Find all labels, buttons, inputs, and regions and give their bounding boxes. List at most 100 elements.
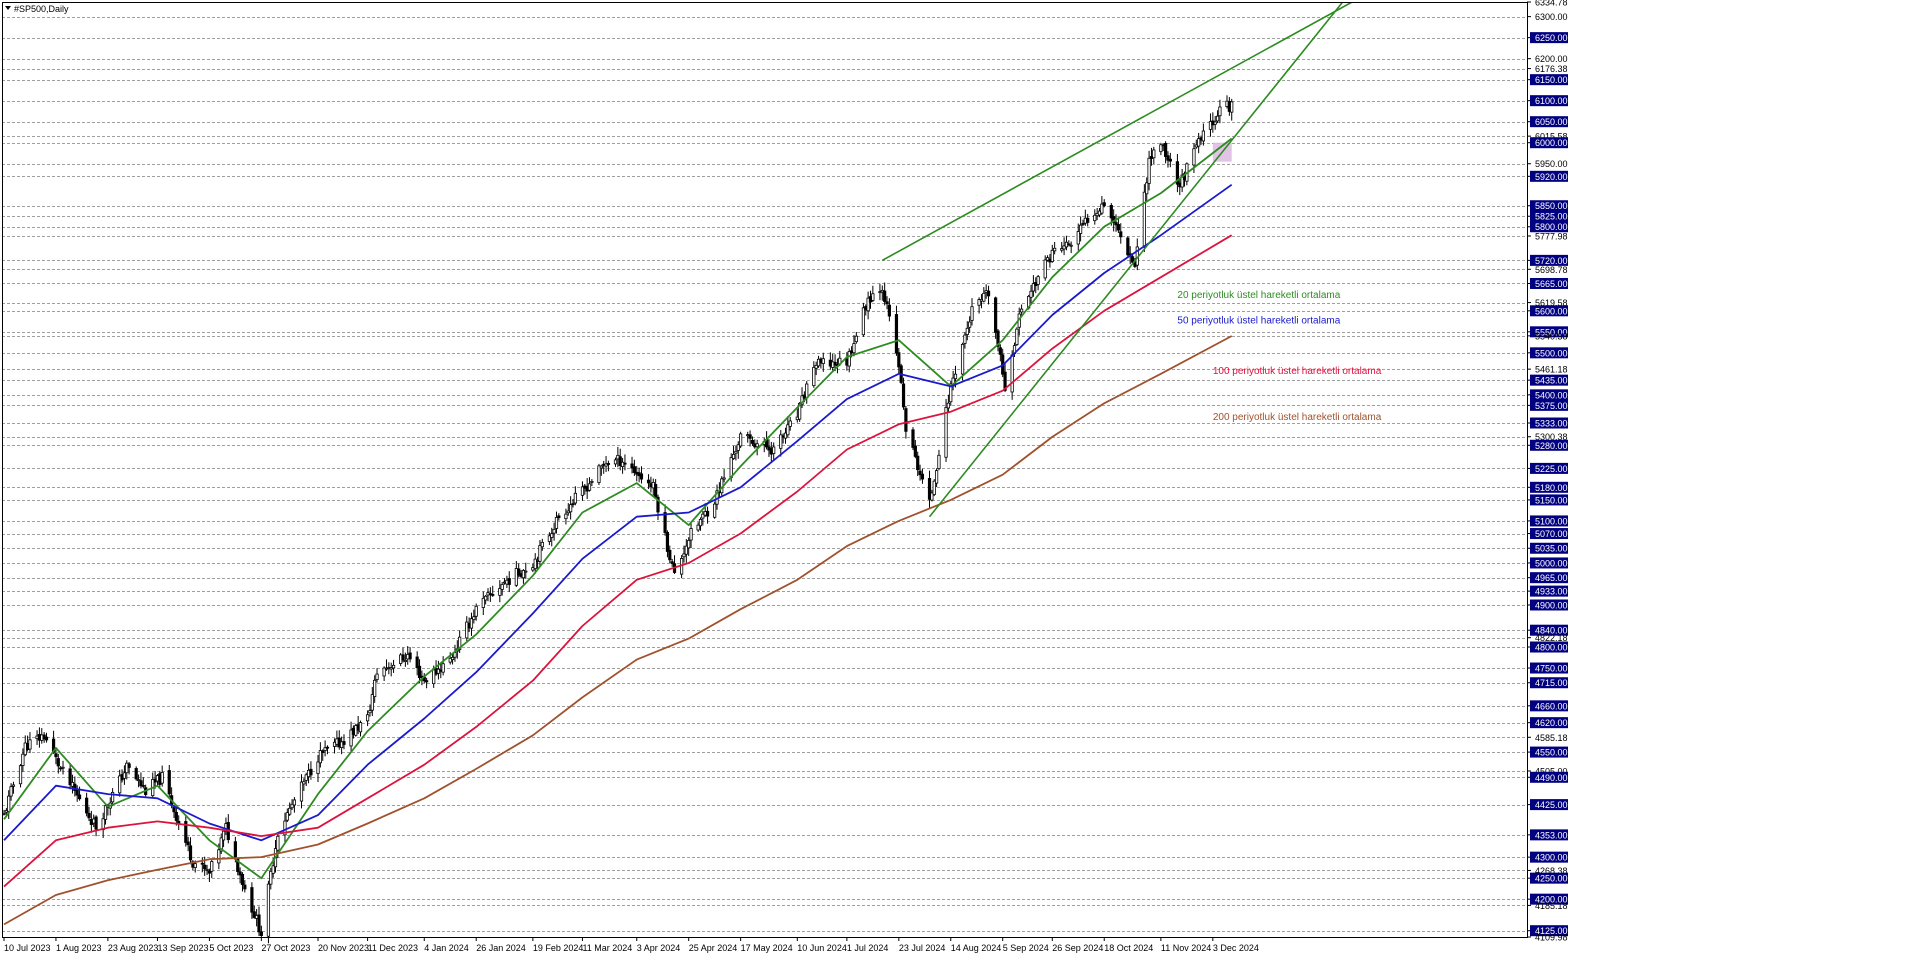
candle-bull [812,367,816,387]
y-tick-badge [1530,305,1568,317]
y-tick-badge [1530,746,1568,758]
candle-bear [257,914,261,933]
y-tick-label: 4200.00 [1535,895,1568,905]
candle-bull [597,465,601,483]
candle-bull [1215,115,1220,122]
moving-average-line-3 [3,234,1233,888]
y-tick-label: 5375.00 [1535,401,1568,411]
candle-bear [172,806,176,813]
candle-bull [861,307,866,336]
candle-bear [141,785,145,787]
candle-bull [1145,182,1149,195]
candle-bull [554,517,559,529]
y-tick-badge [1530,528,1568,540]
candle-bear [240,873,245,885]
candle-bull [739,433,743,447]
y-tick-badge [1530,116,1568,128]
candle-bear [1130,256,1135,263]
candle-bull [403,659,407,663]
candle-bull [1053,247,1057,252]
candle-bull [469,618,474,629]
candle-bull [847,351,851,367]
x-tick-label: 14 Aug 2024 [951,943,1002,953]
candle-bull [968,321,972,328]
candle-bull [977,299,981,306]
y-tick-label: 5698.78 [1535,265,1568,275]
candle-bull [736,444,740,451]
candle-bear [911,429,915,448]
candle-bull [458,636,462,650]
x-tick-label: 11 Mar 2024 [582,943,632,953]
candle-bull [944,407,948,458]
candle-bear [139,780,143,787]
candle-bear [927,478,932,500]
candle-bull [1031,283,1035,292]
ma-annotation-label: 200 periyotluk üstel hareketli ortalama [1213,412,1382,423]
candle-bull [136,779,141,782]
y-tick-label: 6200.00 [1535,54,1568,64]
candle-bear [670,561,674,564]
candle-bear [996,330,1000,347]
candle-bull [61,766,65,769]
candle-bull [564,513,568,520]
candle-bull [288,807,292,815]
candle-bull [1093,214,1097,222]
y-tick-badge [1530,585,1568,597]
y-tick-badge [1530,925,1568,937]
trendline-2[interactable] [928,2,1344,518]
candle-bear [408,652,412,660]
candle-bear [94,816,98,830]
candle-bear [401,654,405,661]
y-tick-badge [1530,210,1568,222]
candle-bear [1102,202,1106,207]
candle-bear [618,456,622,466]
candle-bull [1180,174,1184,188]
y-tick-label: 5777.98 [1535,232,1568,242]
trendline-1[interactable] [881,2,1353,262]
y-tick-badge [1530,389,1568,401]
y-tick-badge [1530,374,1568,386]
candle-bull [573,492,577,504]
y-tick-label: 4250.00 [1535,874,1568,884]
candle-bull [937,454,941,470]
y-tick-label: 5400.00 [1535,390,1568,400]
candle-bull [514,568,518,586]
y-tick-badge [1530,439,1568,451]
y-tick-label: 4933.00 [1535,587,1568,597]
candle-bear [200,862,204,865]
y-tick-label: 4490.00 [1535,773,1568,783]
candle-bull [970,306,974,321]
candle-bear [887,304,891,317]
candle-bull [960,343,965,375]
y-tick-label: 5720.00 [1535,256,1568,266]
y-tick-badge [1530,200,1568,212]
y-tick-badge [1530,872,1568,884]
candle-bear [325,746,330,749]
ma-annotation-label: 20 periyotluk üstel hareketli ortalama [1177,290,1340,301]
x-tick-label: 3 Dec 2024 [1213,943,1259,953]
candle-bull [533,558,537,569]
x-tick-label: 23 Jul 2024 [899,943,946,953]
y-tick-label: 5280.00 [1535,441,1568,451]
candle-bear [1168,158,1172,162]
y-tick-label: 6100.00 [1535,96,1568,106]
candle-bull [713,503,717,518]
y-tick-label: 5225.00 [1535,464,1568,474]
candle-bull [1069,244,1073,247]
candle-bull [871,293,875,301]
y-tick-badge [1530,515,1568,527]
candle-bear [1164,143,1168,157]
y-tick-label: 4300.00 [1535,853,1568,863]
candle-bull [219,837,223,852]
y-tick-badge [1530,572,1568,584]
y-tick-label: 5850.00 [1535,201,1568,211]
y-tick-label: 6334.78 [1535,0,1568,8]
candle-bull [599,465,603,469]
y-tick-label: 4185.18 [1535,901,1568,911]
candle-bull [125,762,129,774]
candle-bull [292,799,297,806]
triangle-down-icon[interactable] [5,6,11,10]
y-tick-badge [1530,32,1568,44]
